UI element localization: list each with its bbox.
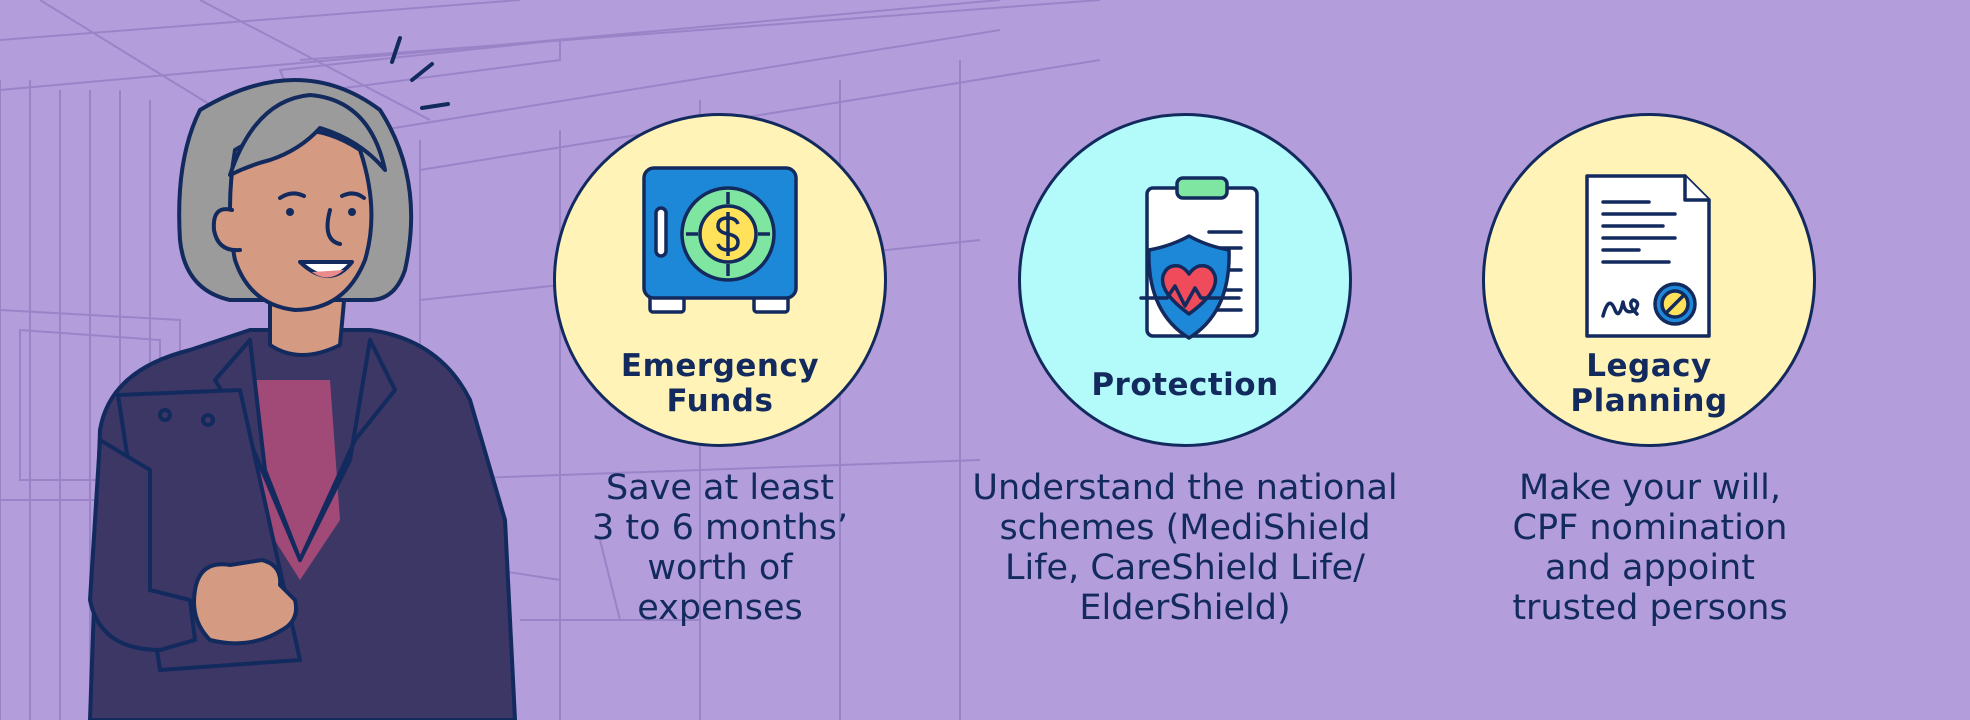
legacy-planning-circle: Legacy Planning [1482, 113, 1816, 447]
card-description: Make your will, CPF nomination and appoi… [1512, 468, 1788, 628]
protection-circle: Protection [1018, 113, 1352, 447]
card-description: Understand the national schemes (MediShi… [972, 468, 1398, 628]
card-title: Legacy Planning [1570, 348, 1728, 419]
card-title: Protection [1091, 367, 1279, 403]
businesswoman-illustration [88, 36, 517, 720]
clipboard-shield-heart-icon [1139, 176, 1259, 340]
card-description: Save at least 3 to 6 months’ worth of ex… [591, 468, 848, 628]
signed-document-icon [1585, 174, 1711, 338]
emergency-funds-circle: Emergency Funds [553, 113, 887, 447]
card-title: Emergency Funds [620, 348, 820, 419]
safe-dollar-icon [642, 166, 798, 314]
